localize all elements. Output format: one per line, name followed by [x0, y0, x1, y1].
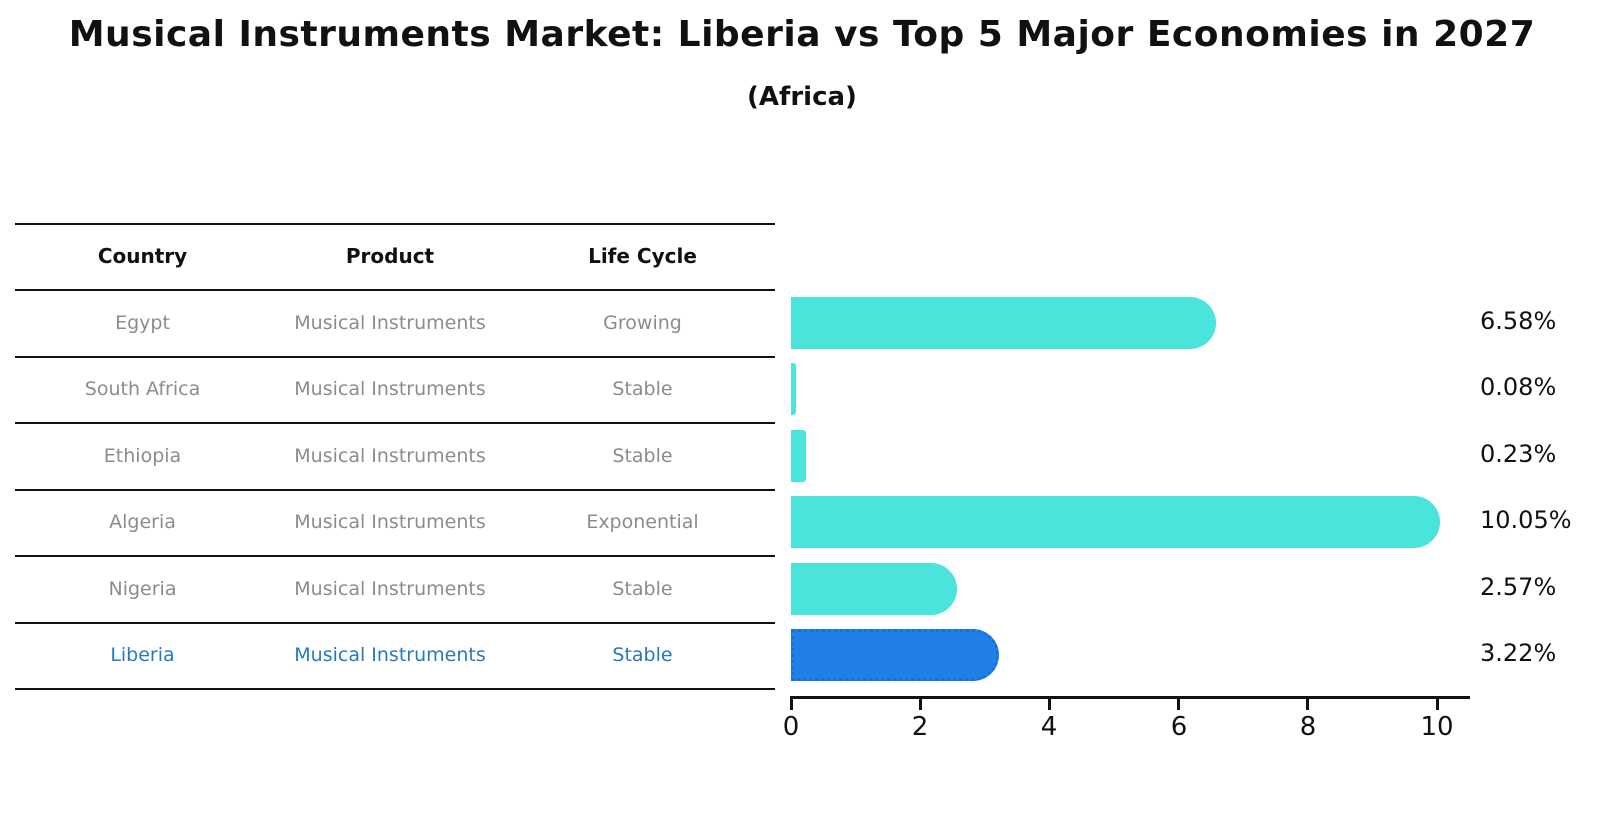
value-label-nigeria: 2.57% — [1480, 573, 1557, 601]
cell-country: South Africa — [84, 378, 201, 400]
x-axis-tick-label: 0 — [782, 712, 800, 742]
bar-liberia-highlighted — [791, 629, 999, 681]
x-axis-tick-label: 4 — [1040, 712, 1058, 742]
table-row-south-africa: South Africa Musical Instruments Stable — [15, 356, 775, 422]
table-divider-line — [15, 223, 775, 225]
column-header-country: Country — [97, 244, 188, 268]
bar-egypt — [791, 297, 1216, 349]
x-axis-line — [791, 696, 1470, 699]
table-divider-line — [15, 688, 775, 690]
value-label-ethiopia: 0.23% — [1480, 440, 1557, 468]
cell-country: Liberia — [110, 644, 175, 666]
x-axis-tick — [919, 696, 922, 710]
cell-product: Musical Instruments — [294, 378, 486, 400]
x-axis-tick-label: 6 — [1170, 712, 1188, 742]
value-label-algeria: 10.05% — [1480, 506, 1572, 534]
table-divider-line — [15, 289, 775, 291]
column-header-product: Product — [345, 244, 435, 268]
column-header-life-cycle: Life Cycle — [588, 244, 697, 268]
bar-algeria — [791, 496, 1440, 548]
chart-subtitle: (Africa) — [747, 82, 857, 112]
bar-south-africa — [791, 363, 796, 415]
cell-life-cycle: Stable — [612, 378, 673, 400]
table-divider-line — [15, 622, 775, 624]
table-divider-line — [15, 356, 775, 358]
table-header-row: Country Product Life Cycle — [15, 223, 775, 289]
bar-nigeria — [791, 563, 957, 615]
table-row-ethiopia: Ethiopia Musical Instruments Stable — [15, 422, 775, 489]
x-axis-tick — [1177, 696, 1180, 710]
cell-product: Musical Instruments — [294, 311, 486, 334]
table-divider-line — [15, 422, 775, 424]
cell-life-cycle: Growing — [603, 311, 682, 334]
cell-country: Ethiopia — [103, 444, 182, 467]
x-axis-tick-label: 8 — [1299, 712, 1317, 742]
cell-life-cycle: Stable — [612, 444, 673, 467]
cell-product: Musical Instruments — [294, 444, 486, 467]
cell-life-cycle: Stable — [612, 577, 673, 600]
x-axis-tick — [1306, 696, 1309, 710]
cell-country: Algeria — [109, 511, 176, 533]
value-label-south-africa: 0.08% — [1480, 373, 1557, 401]
table-divider-line — [15, 555, 775, 557]
value-label-egypt: 6.58% — [1480, 307, 1557, 335]
table-row-nigeria: Nigeria Musical Instruments Stable — [15, 555, 775, 622]
table-row-liberia: Liberia Musical Instruments Stable — [15, 622, 775, 688]
cell-product: Musical Instruments — [294, 644, 486, 666]
x-axis-tick — [790, 696, 793, 710]
cell-country: Nigeria — [108, 577, 177, 600]
value-label-liberia: 3.22% — [1480, 639, 1557, 667]
cell-life-cycle: Exponential — [586, 511, 699, 533]
cell-product: Musical Instruments — [294, 577, 486, 600]
x-axis-tick-label: 10 — [1420, 712, 1454, 742]
x-axis-tick — [1048, 696, 1051, 710]
table-row-algeria: Algeria Musical Instruments Exponential — [15, 489, 775, 555]
bar-ethiopia — [791, 430, 806, 482]
table-row-egypt: Egypt Musical Instruments Growing — [15, 289, 775, 356]
cell-product: Musical Instruments — [294, 511, 486, 533]
cell-country: Egypt — [115, 311, 170, 334]
chart-title: Musical Instruments Market: Liberia vs T… — [68, 14, 1536, 55]
table-divider-line — [15, 489, 775, 491]
x-axis-tick-label: 2 — [911, 712, 929, 742]
cell-life-cycle: Stable — [612, 644, 673, 666]
x-axis-tick — [1436, 696, 1439, 710]
